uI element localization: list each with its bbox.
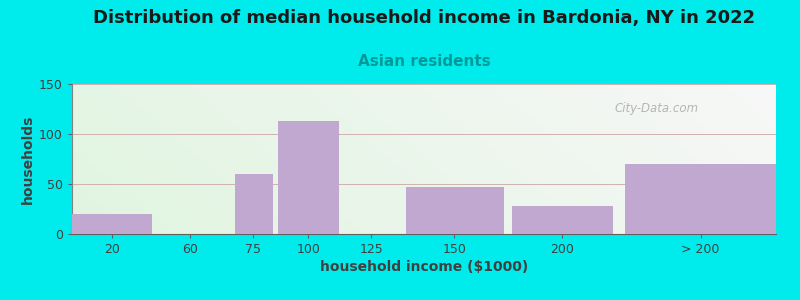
Bar [406,187,505,234]
Text: City-Data.com: City-Data.com [614,102,698,115]
Bar [512,206,613,234]
X-axis label: household income ($1000): household income ($1000) [320,260,528,274]
Bar [278,121,338,234]
Bar [235,174,273,234]
Text: Asian residents: Asian residents [358,54,490,69]
Bar [625,164,776,234]
Text: Distribution of median household income in Bardonia, NY in 2022: Distribution of median household income … [93,9,755,27]
Y-axis label: households: households [21,114,35,204]
Bar [72,214,153,234]
